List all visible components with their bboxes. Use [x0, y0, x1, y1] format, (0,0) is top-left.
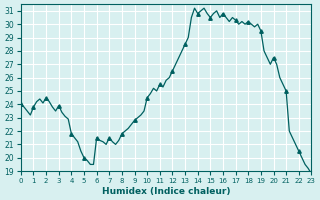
- X-axis label: Humidex (Indice chaleur): Humidex (Indice chaleur): [102, 187, 230, 196]
